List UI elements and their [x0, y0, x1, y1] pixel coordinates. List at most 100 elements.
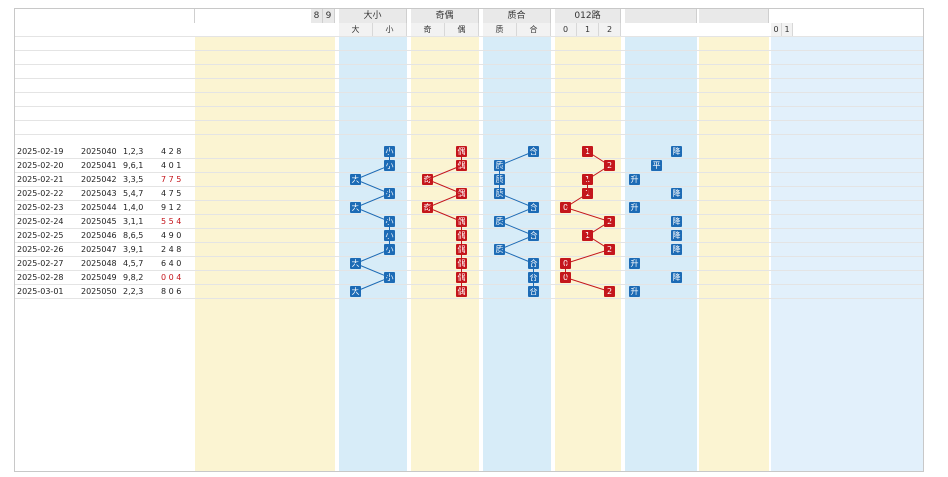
odd-even-mark: 奇: [422, 202, 433, 213]
draw-date: 2025-02-28: [17, 273, 64, 282]
header-road012: 012路: [555, 9, 621, 23]
row-divider: [15, 270, 923, 271]
position-band: [699, 36, 769, 471]
row-divider: [15, 242, 923, 243]
odd-even-mark: 偶: [456, 160, 467, 171]
big-small-mark: 小: [384, 230, 395, 241]
draw-result: 4 7 5: [161, 189, 182, 198]
prime-composite-mark: 合: [528, 286, 539, 297]
draw-issue: 2025050: [81, 287, 117, 296]
rise-fall-band: [625, 36, 697, 471]
draw-date: 2025-02-20: [17, 161, 64, 170]
row-divider: [15, 228, 923, 229]
prime-composite-mark: 质: [494, 188, 505, 199]
road-mark: 2: [604, 216, 615, 227]
draw-numbers: 4,5,7: [123, 259, 144, 268]
header-odd-even: 奇偶: [411, 9, 479, 23]
draw-date: 2025-03-01: [17, 287, 64, 296]
sub-prime: 质: [483, 23, 517, 36]
draw-date: 2025-02-19: [17, 147, 64, 156]
draw-result: 4 2 8: [161, 147, 182, 156]
sub-composite: 合: [517, 23, 551, 36]
rise-fall-mark: 升: [629, 286, 640, 297]
big-small-mark: 大: [350, 286, 361, 297]
sub-road-0: 0: [555, 23, 577, 36]
row-divider: [15, 158, 923, 159]
road-mark: 0: [560, 202, 571, 213]
draw-issue: 2025049: [81, 273, 117, 282]
road-mark: 2: [604, 286, 615, 297]
draw-date: 2025-02-26: [17, 245, 64, 254]
draw-result: 7 7 5: [161, 175, 182, 184]
draw-row: 2025-02-24 2025045 3,1,1 5 5 4: [15, 215, 923, 228]
row-divider: [15, 298, 923, 299]
draw-row: 2025-03-01 2025050 2,2,3 8 0 6: [15, 285, 923, 298]
row-divider: [15, 284, 923, 285]
big-small-mark: 小: [384, 216, 395, 227]
sub-odd: 奇: [411, 23, 445, 36]
draw-date: 2025-02-27: [17, 259, 64, 268]
draw-date: 2025-02-23: [17, 203, 64, 212]
draw-row: 2025-02-22 2025043 5,4,7 4 7 5: [15, 187, 923, 200]
draw-row: 2025-02-27 2025048 4,5,7 6 4 0: [15, 257, 923, 270]
row-divider: [15, 50, 923, 51]
rise-fall-mark: 降: [671, 188, 682, 199]
sub-road-2: 2: [599, 23, 621, 36]
draw-issue: 2025042: [81, 175, 117, 184]
sub-road-1: 1: [577, 23, 599, 36]
road-mark: 1: [582, 230, 593, 241]
row-divider: [15, 120, 923, 121]
row-divider: [15, 186, 923, 187]
draw-result: 4 9 0: [161, 231, 182, 240]
road-mark: 0: [560, 272, 571, 283]
rise-fall-mark: 升: [629, 202, 640, 213]
draw-result: 2 4 8: [161, 245, 182, 254]
draw-result: 9 1 2: [161, 203, 182, 212]
odd-even-mark: 偶: [456, 188, 467, 199]
row-divider: [15, 36, 923, 37]
draw-numbers: 1,4,0: [123, 203, 144, 212]
draw-row: 2025-02-19 2025040 1,2,3 4 2 8: [15, 145, 923, 158]
draw-numbers: 3,9,1: [123, 245, 144, 254]
odd-even-mark: 奇: [422, 174, 433, 185]
prime-composite-mark: 质: [494, 174, 505, 185]
draw-numbers: 2,2,3: [123, 287, 144, 296]
row-divider: [15, 256, 923, 257]
draw-issue: 2025041: [81, 161, 117, 170]
draw-result: 0 0 4: [161, 273, 182, 282]
prime-composite-mark: 质: [494, 160, 505, 171]
draw-issue: 2025040: [81, 147, 117, 156]
draw-date: 2025-02-24: [17, 217, 64, 226]
row-divider: [15, 106, 923, 107]
prime-composite-mark: 合: [528, 272, 539, 283]
road-mark: 1: [582, 188, 593, 199]
draw-issue: 2025046: [81, 231, 117, 240]
road-mark: 2: [604, 160, 615, 171]
rise-fall-mark: 降: [671, 216, 682, 227]
big-small-mark: 大: [350, 202, 361, 213]
rise-fall-mark: 降: [671, 230, 682, 241]
header-blank-3: [699, 9, 769, 23]
draw-numbers: 3,1,1: [123, 217, 144, 226]
draw-result: 8 0 6: [161, 287, 182, 296]
big-small-mark: 小: [384, 146, 395, 157]
draw-numbers: 1,2,3: [123, 147, 144, 156]
big-small-mark: 大: [350, 258, 361, 269]
big-small-mark: 小: [384, 244, 395, 255]
draw-result: 5 5 4: [161, 217, 182, 226]
header-prime-composite: 质合: [483, 9, 551, 23]
row-divider: [15, 200, 923, 201]
draw-row: 2025-02-21 2025042 3,3,5 7 7 5: [15, 173, 923, 186]
rise-fall-mark: 平: [651, 160, 662, 171]
draw-row: 2025-02-23 2025044 1,4,0 9 1 2: [15, 201, 923, 214]
draw-numbers: 5,4,7: [123, 189, 144, 198]
header-big-small: 大小: [339, 9, 407, 23]
road-mark: 1: [582, 174, 593, 185]
rise-fall-mark: 降: [671, 244, 682, 255]
draw-issue: 2025044: [81, 203, 117, 212]
header-digit-8: 8: [311, 9, 323, 23]
header-blank-2: [625, 9, 697, 23]
draw-rows: 2025-02-19 2025040 1,2,3 4 2 8 小偶合 1 降 2025-02-…: [15, 36, 923, 471]
big-small-mark: 大: [350, 174, 361, 185]
draw-result: 4 0 1: [161, 161, 182, 170]
